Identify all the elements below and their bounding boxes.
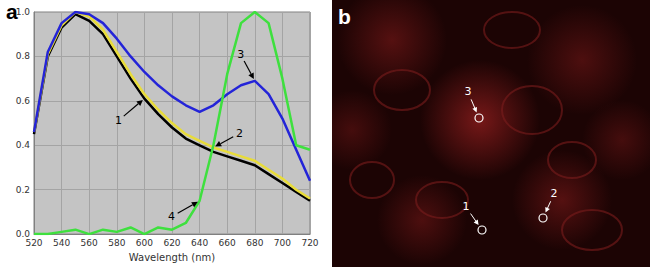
svg-text:700: 700	[274, 238, 291, 248]
svg-text:3: 3	[237, 48, 244, 61]
svg-text:0.8: 0.8	[16, 51, 31, 61]
svg-text:2: 2	[551, 187, 558, 200]
svg-text:1.0: 1.0	[16, 7, 31, 17]
svg-text:0.6: 0.6	[16, 96, 31, 106]
svg-text:2: 2	[236, 127, 243, 140]
svg-text:1: 1	[463, 200, 470, 213]
svg-text:Wavelength (nm): Wavelength (nm)	[129, 252, 215, 263]
svg-text:560: 560	[81, 238, 98, 248]
svg-text:640: 640	[191, 238, 208, 248]
svg-text:660: 660	[219, 238, 236, 248]
svg-text:b: b	[338, 5, 351, 28]
svg-text:680: 680	[246, 238, 263, 248]
svg-text:3: 3	[465, 85, 472, 98]
svg-text:520: 520	[25, 238, 42, 248]
svg-text:540: 540	[53, 238, 70, 248]
svg-text:0.4: 0.4	[16, 140, 31, 150]
svg-text:0.2: 0.2	[16, 185, 30, 195]
svg-text:620: 620	[163, 238, 180, 248]
svg-text:1: 1	[115, 114, 122, 127]
svg-text:720: 720	[301, 238, 318, 248]
svg-text:4: 4	[168, 210, 175, 223]
svg-text:600: 600	[136, 238, 153, 248]
svg-text:580: 580	[108, 238, 125, 248]
svg-text:0.0: 0.0	[15, 229, 30, 240]
svg-text:a: a	[6, 0, 18, 23]
